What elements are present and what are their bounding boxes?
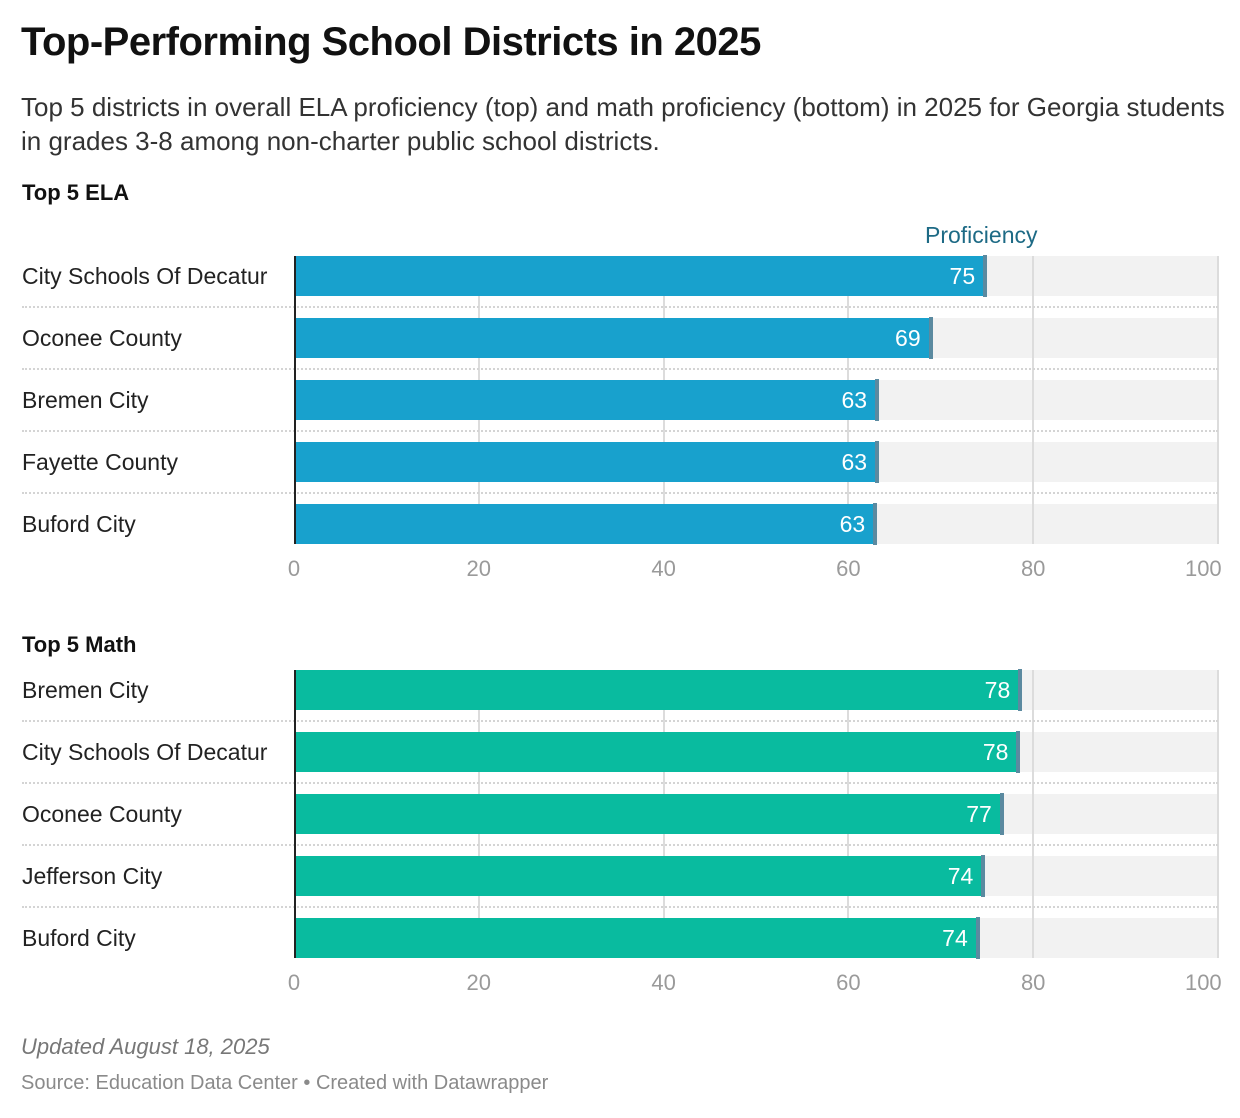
chart-subtitle: Top 5 districts in overall ELA proficien… [21, 92, 1225, 156]
source-note: Source: Education Data Center • Created … [21, 1072, 549, 1094]
bar [294, 318, 931, 358]
row-separator [22, 306, 1218, 308]
category-label: Bremen City [22, 387, 149, 413]
row-separator [22, 906, 1218, 908]
row-separator [22, 430, 1218, 432]
category-label: Buford City [22, 511, 136, 537]
bar [294, 256, 986, 296]
category-label: Bremen City [22, 677, 149, 703]
value-label: 74 [947, 863, 974, 889]
value-label: 77 [966, 801, 992, 827]
row-separator [22, 782, 1218, 784]
bar [294, 380, 878, 420]
gridline [1217, 256, 1219, 544]
x-tick-label: 60 [836, 556, 861, 581]
value-label: 74 [942, 925, 968, 951]
category-label: Oconee County [22, 325, 182, 351]
x-tick-label: 80 [1020, 556, 1046, 581]
value-marker [1018, 669, 1023, 711]
row-separator [22, 844, 1218, 846]
value-marker [873, 503, 878, 545]
x-tick-label: 0 [287, 970, 301, 995]
gridline [1217, 670, 1219, 958]
bar [294, 732, 1019, 772]
value-marker [1016, 731, 1021, 773]
value-marker [983, 255, 988, 297]
value-label: 63 [839, 511, 866, 537]
category-label: Buford City [22, 925, 136, 951]
value-label: 63 [841, 387, 868, 413]
gridline [1032, 256, 1035, 544]
x-tick-label: 80 [1020, 970, 1046, 995]
row-separator [22, 720, 1218, 722]
category-label: City Schools Of Decatur [22, 263, 268, 289]
x-tick-label: 100 [1184, 556, 1222, 581]
category-label: Oconee County [22, 801, 182, 827]
value-marker [875, 379, 880, 421]
x-tick-label: 100 [1184, 970, 1222, 995]
legend-proficiency: Proficiency [925, 222, 1038, 248]
value-marker [875, 441, 880, 483]
value-marker [981, 855, 986, 897]
category-label: Fayette County [22, 449, 178, 475]
value-label: 69 [895, 325, 921, 351]
x-tick-label: 20 [466, 556, 492, 581]
x-tick-label: 40 [651, 556, 676, 581]
bar [294, 856, 984, 896]
value-marker [999, 793, 1004, 835]
chart-title: Top-Performing School Districts in 2025 [21, 20, 761, 64]
y-axis-line [294, 256, 296, 544]
bar [294, 442, 878, 482]
value-label: 78 [982, 739, 1009, 765]
x-tick-label: 40 [651, 970, 676, 995]
bar [294, 794, 1002, 834]
x-tick-label: 0 [287, 556, 301, 581]
section-title-math: Top 5 Math [22, 632, 137, 657]
x-tick-label: 20 [466, 970, 492, 995]
row-separator [22, 368, 1218, 370]
bar [294, 504, 876, 544]
section-title-ela: Top 5 ELA [22, 180, 130, 205]
y-axis-line [294, 670, 296, 958]
x-tick-label: 60 [836, 970, 861, 995]
value-label: 78 [984, 677, 1011, 703]
bar [294, 918, 978, 958]
value-label: 75 [949, 263, 976, 289]
value-marker [975, 917, 980, 959]
bar [294, 670, 1021, 710]
value-marker [928, 317, 933, 359]
gridline [1032, 670, 1035, 958]
row-separator [22, 492, 1218, 494]
category-label: Jefferson City [22, 863, 163, 889]
value-label: 63 [841, 449, 868, 475]
category-label: City Schools Of Decatur [22, 739, 268, 765]
updated-note: Updated August 18, 2025 [21, 1034, 270, 1059]
